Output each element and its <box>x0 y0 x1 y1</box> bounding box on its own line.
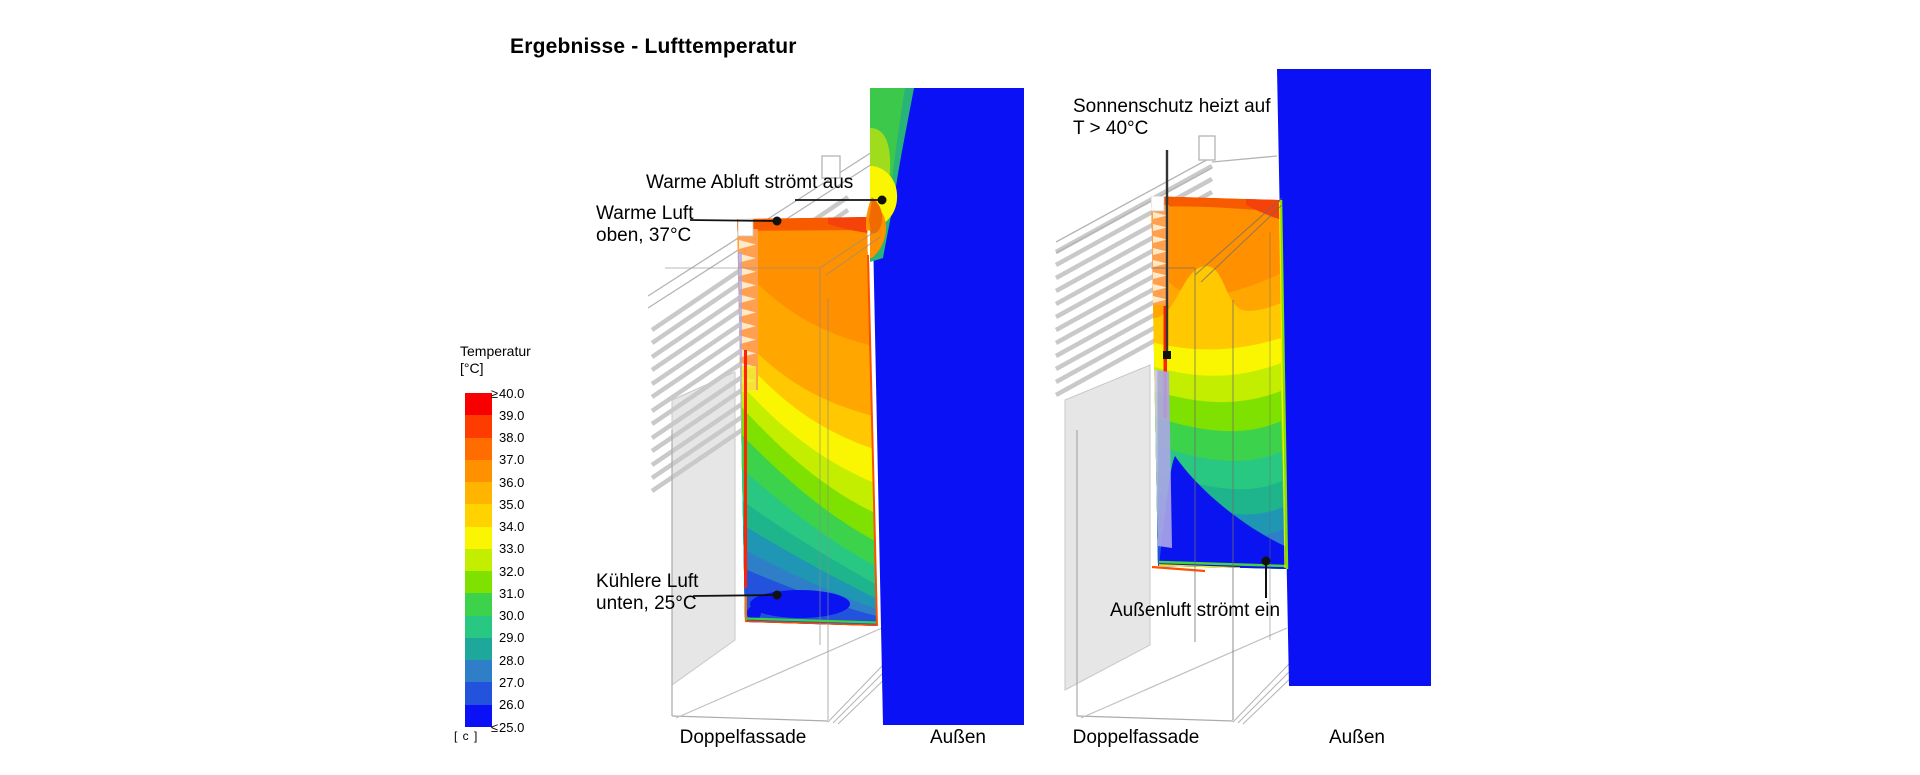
legend-tick-label: 34.0 <box>499 519 525 535</box>
legend-tick-label: 30.0 <box>499 608 525 624</box>
left-outside-air-block <box>870 88 1024 725</box>
legend-color-band <box>465 593 492 616</box>
caption-left-cavity: Doppelfassade <box>679 727 807 748</box>
caption-left-outside: Außen <box>930 727 986 748</box>
legend-color-band <box>465 660 492 683</box>
legend-tick-label: 31.0 <box>499 585 525 601</box>
right-outside-air-block <box>1277 69 1431 686</box>
annotation-outflow: Warme Abluft strömt aus <box>646 172 854 193</box>
legend-tick-label: 32.0 <box>499 563 525 579</box>
warm-top-dot <box>772 216 782 226</box>
page-title: Ergebnisse - Lufttemperatur <box>510 35 797 58</box>
caption-right-cavity: Doppelfassade <box>1072 727 1200 748</box>
right-louver-teeth <box>1153 212 1167 303</box>
inflow-dot <box>1261 556 1271 566</box>
legend-labels: ≥40.0 39.0 38.0 37.0 36.0 35.0 34.0 33.0 32.0 31.… <box>487 382 524 738</box>
legend-color-band <box>465 682 492 705</box>
legend-color-band <box>465 459 492 483</box>
left-facade-view <box>647 88 1024 725</box>
right-facade-view <box>1054 69 1431 725</box>
right-cold-inflow-wedge <box>1159 456 1287 569</box>
legend-tick-label: ≤25.0 <box>490 719 525 735</box>
annotation-cool-bottom: Kühlere Luft unten, 25°C <box>596 571 699 614</box>
left-wireframe-overlay <box>665 229 881 720</box>
annotation-warm-top: Warme Luft oben, 37°C <box>596 203 694 246</box>
legend-tick-label: 28.0 <box>499 652 525 668</box>
legend-tick-label: ≥40.0 <box>490 385 525 401</box>
legend-title: Temperatur [°C] <box>460 343 531 376</box>
legend-tick-label: 35.0 <box>499 496 525 512</box>
legend-color-band <box>465 437 492 460</box>
annotation-inflow: Außenluft strömt ein <box>1110 600 1281 621</box>
caption-right-outside: Außen <box>1329 727 1385 748</box>
legend-color-band <box>465 571 492 594</box>
right-inlet-notch <box>1151 196 1165 212</box>
legend-tick-label: 36.0 <box>499 474 525 490</box>
legend-color-band <box>465 415 492 438</box>
cool-bottom-dot <box>772 590 782 600</box>
legend-color-band <box>465 482 492 505</box>
legend-tick-label: 39.0 <box>499 407 525 423</box>
left-inlet-notch <box>737 218 754 237</box>
legend-color-band <box>465 526 492 549</box>
left-contour-plane <box>737 217 877 626</box>
legend-tick-label: 27.0 <box>499 674 525 690</box>
right-wireframe-overlay <box>1151 197 1283 720</box>
legend-unit-footer: [ c ] <box>454 729 479 743</box>
legend-tick-label: 26.0 <box>499 697 525 713</box>
annotation-leaders <box>689 150 1271 600</box>
legend-tick-label: 33.0 <box>499 541 525 557</box>
left-heated-blind-strip <box>744 350 747 588</box>
legend-color-band <box>465 504 492 527</box>
legend-color-bar <box>465 393 492 727</box>
legend-tick-label: 37.0 <box>499 452 525 468</box>
legend-color-band <box>465 704 492 727</box>
right-heated-blind-strip <box>1163 306 1167 418</box>
right-wireframe-box <box>1076 430 1298 725</box>
sunshade-dot <box>1163 351 1171 359</box>
right-contour-plane <box>1151 196 1287 569</box>
right-inner-wall <box>1064 364 1151 691</box>
legend-color-band <box>465 548 492 572</box>
left-cold-pocket <box>750 590 850 618</box>
legend-tick-label: 38.0 <box>499 430 525 446</box>
legend-color-band <box>465 637 492 661</box>
legend-color-band <box>465 393 492 416</box>
legend-tick-label: 29.0 <box>499 630 525 646</box>
legend-color-band <box>465 615 492 638</box>
outflow-dot <box>877 195 887 205</box>
annotation-sunshade: Sonnenschutz heizt auf T > 40°C <box>1073 96 1271 139</box>
right-blind-rail <box>1055 135 1278 254</box>
